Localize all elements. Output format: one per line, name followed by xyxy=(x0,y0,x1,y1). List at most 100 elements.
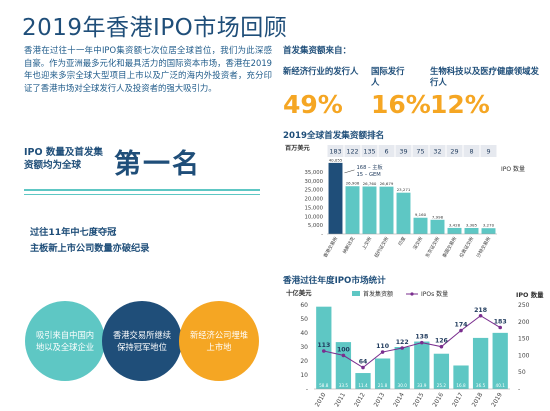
rank-block: IPO 数量及首发集资额均为全球 第一名 xyxy=(24,144,284,180)
legend-label-bar: 首发集资额 xyxy=(363,290,393,298)
stat-value: 49% xyxy=(283,90,343,119)
bar-value-label: 33.5 xyxy=(339,383,349,388)
annotation-gem: 15 – GEM xyxy=(356,172,380,178)
count-value: 32 xyxy=(433,148,441,156)
bar xyxy=(335,342,352,389)
record-line-2: 主板新上市公司数量亦破纪录 xyxy=(30,243,150,254)
y2-axis-label: IPO 数量 xyxy=(516,290,544,299)
x-tick-label: 2014 xyxy=(392,391,406,408)
divider xyxy=(24,189,260,191)
count-cell xyxy=(412,145,429,157)
bubble-text: 新经济公司埋堆上市地 xyxy=(189,330,249,352)
x-tick-label: 2011 xyxy=(333,391,347,408)
y-tick-label: 10 xyxy=(300,372,308,379)
y-tick-label: 10,000 xyxy=(304,214,323,220)
legend-swatch-bar xyxy=(352,291,360,296)
bar-value-label: 58.8 xyxy=(319,383,329,388)
bar-value-label: 7,998 xyxy=(432,214,444,219)
x-tick-label: 纳斯达克 xyxy=(341,235,356,255)
bar-value-label: 40.1 xyxy=(496,383,506,388)
ipo-count-point xyxy=(459,328,463,333)
ipo-count-label: 174 xyxy=(455,322,469,329)
stat-label: 生物科技以及医疗健康领域发行人 xyxy=(430,66,539,87)
ipo-count-point xyxy=(478,313,483,318)
y-axis-label: 百万美元 xyxy=(285,144,311,152)
ipo-count-point xyxy=(380,350,385,354)
fund-heading: 首发集资额来自： xyxy=(283,46,352,56)
x-tick-label: 2012 xyxy=(353,391,367,408)
y-tick-label: 50 xyxy=(300,316,308,323)
x-tick-label: 伦敦证交所 xyxy=(458,235,476,259)
count-value: 9 xyxy=(486,148,490,156)
bar-value-label: 3,428 xyxy=(449,222,461,227)
count-value: 29 xyxy=(450,148,458,156)
bar xyxy=(345,186,360,234)
x-tick-label: 香港交易所 xyxy=(322,235,340,259)
divider xyxy=(24,194,260,195)
y-tick-label: 5,000 xyxy=(308,223,324,229)
stat-label: 新经济行业的发行人 xyxy=(283,66,359,76)
bar xyxy=(396,192,411,234)
bar-value-label: 3,270 xyxy=(483,223,495,228)
bar xyxy=(430,219,445,234)
count-label: IPO 数量 xyxy=(501,165,525,173)
ipo-count-label: 126 xyxy=(435,338,448,345)
count-value: 75 xyxy=(416,148,424,156)
y-tick-label: 40 xyxy=(300,330,308,337)
count-cell xyxy=(463,145,480,157)
x-tick-label: 印度 xyxy=(397,235,408,247)
ipo-count-line xyxy=(323,315,501,369)
rank-headline: 第一名 xyxy=(114,149,201,180)
x-tick-label: 上交所 xyxy=(360,235,373,251)
count-cell xyxy=(395,145,412,157)
x-tick-label: 东京证交所 xyxy=(424,235,442,259)
x-tick-label: 2015 xyxy=(412,391,426,408)
y-tick-label: 30,000 xyxy=(304,179,323,185)
bar xyxy=(414,341,430,389)
chart-global-ranking: 百万美元 IPO 数量 - 5,000 10,000 15,000 20,000 25,000… xyxy=(285,144,525,259)
stat-new-economy: 新经济行业的发行人 49% xyxy=(283,66,373,119)
x-tick-label: 2018 xyxy=(471,391,485,408)
count-cell xyxy=(429,145,446,157)
chart-hk-annual-title: 香港过往年度IPO市场统计 xyxy=(283,276,386,286)
ipo-count-point xyxy=(439,344,444,349)
ipo-count-label: 183 xyxy=(494,319,507,326)
bar xyxy=(453,365,469,389)
ipo-count-label: 113 xyxy=(317,342,330,349)
count-cell xyxy=(446,145,463,157)
bar xyxy=(481,228,496,234)
ipo-count-point xyxy=(341,353,346,358)
record-line-1: 过往11年中七度夺冠 xyxy=(30,227,117,238)
intro-paragraph: 香港在过往十一年中IPO集资额七次位居全球首位，我们为此深感自豪。作为亚洲最多元… xyxy=(24,45,272,93)
count-value: 135 xyxy=(363,148,375,156)
bar xyxy=(394,347,410,389)
legend-marker-line xyxy=(410,292,414,296)
record-text: 过往11年中七度夺冠 主板新上市公司数量亦破纪录 xyxy=(30,225,149,257)
y-axis-label: 十亿美元 xyxy=(286,288,312,297)
bubble-global-companies: 吸引来自中国内地以及全球企业 xyxy=(25,301,105,381)
count-value: 39 xyxy=(399,148,407,156)
y2-tick-label: 100 xyxy=(518,352,530,359)
page-title: 2019年香港IPO市场回顾 xyxy=(22,15,288,41)
count-cell xyxy=(361,145,378,157)
bar-value-label: 9,160 xyxy=(415,212,427,217)
y-tick-label: 30 xyxy=(300,344,308,351)
y-tick-label: - xyxy=(321,232,323,238)
stat-biotech: 生物科技以及医疗健康领域发行人 12% xyxy=(430,66,540,119)
ipo-count-point xyxy=(400,346,404,350)
count-value: 183 xyxy=(329,148,341,156)
bar-value-label: 11.4 xyxy=(358,383,368,388)
count-cell xyxy=(378,145,395,157)
bar-value-label: 33.9 xyxy=(417,383,427,388)
bar-value-label: 36.5 xyxy=(476,383,486,388)
bar-value-label: 21.8 xyxy=(378,383,388,388)
bar-value-label: 26,679 xyxy=(380,181,394,186)
ipo-count-label: 122 xyxy=(396,339,409,346)
bar-value-label: 40,055 xyxy=(329,157,343,162)
chart-hk-annual: 十亿美元 IPO 数量 首发集资额 IPOs 数量 - 10 20 30 40 50 60 - 50 10… xyxy=(286,288,544,408)
count-cell xyxy=(327,145,344,157)
bar xyxy=(472,337,489,389)
x-tick-label: 2019 xyxy=(490,391,504,408)
y-tick-label: 25,000 xyxy=(304,188,323,194)
bar xyxy=(374,358,391,389)
